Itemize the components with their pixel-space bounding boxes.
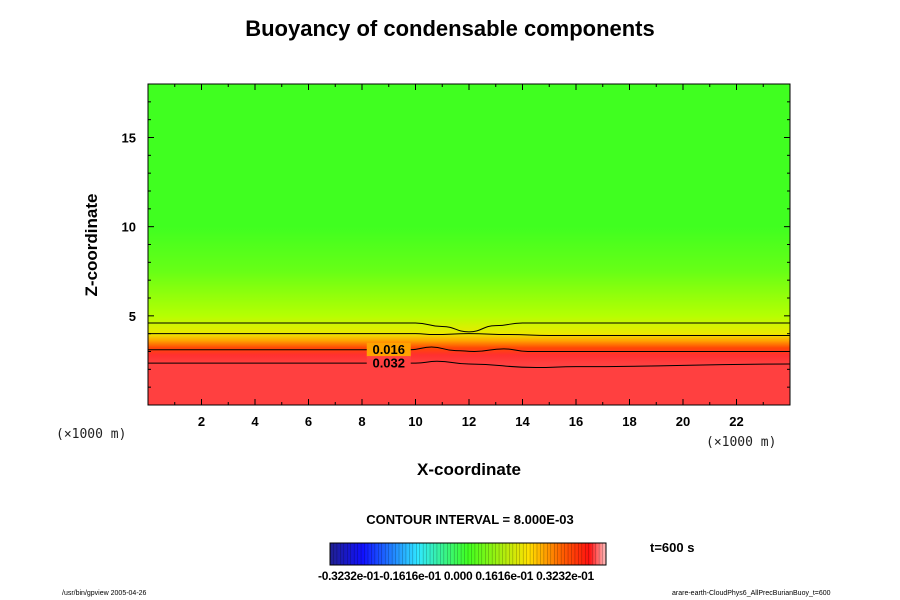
y-tick-label: 5 <box>129 309 136 324</box>
x-axis-unit: (×1000 m) <box>706 435 777 450</box>
footer-file-label: arare-earth-CloudPhys6_AllPrecBurianBuoy… <box>672 590 831 597</box>
contour-interval-label: CONTOUR INTERVAL = 8.000E-03 <box>366 512 574 527</box>
y-tick-label: 10 <box>122 220 136 235</box>
contour-line <box>148 360 791 369</box>
y-axis-unit: (×1000 m) <box>56 427 127 442</box>
x-tick-label: 18 <box>622 414 636 429</box>
x-axis-label: X-coordinate <box>417 460 521 479</box>
contour-line <box>148 346 790 353</box>
x-tick-label: 12 <box>462 414 476 429</box>
footer-program-label: /usr/bin/gpview 2005-04-26 <box>62 590 147 597</box>
x-tick-label: 6 <box>305 414 312 429</box>
contour-label: 0.016 <box>372 342 405 357</box>
heatmap-field <box>148 84 790 405</box>
contour-label: 0.032 <box>372 356 405 371</box>
x-tick-label: 4 <box>251 414 259 429</box>
contour-label-bg <box>366 356 411 371</box>
chart-title: Buoyancy of condensable components <box>245 16 655 41</box>
colorbar-tick-labels: -0.3232e-01-0.1616e-01 0.000 0.1616e-01 … <box>318 569 594 583</box>
axes: 2 4 6 8 10 12 14 16 18 20 22 5 10 15 <box>122 83 791 429</box>
x-tick-label: 20 <box>676 414 690 429</box>
x-tick-label: 8 <box>358 414 365 429</box>
x-tick-label: 22 <box>729 414 743 429</box>
y-tick-label: 15 <box>122 131 136 146</box>
y-axis-label: Z-coordinate <box>82 193 101 297</box>
contour-label-bg <box>366 342 411 357</box>
x-tick-label: 2 <box>198 414 205 429</box>
contour-line <box>148 333 790 336</box>
x-tick-label: 14 <box>515 414 530 429</box>
contour-line <box>148 322 790 333</box>
colorbar-frame <box>329 542 607 566</box>
plot-area <box>148 84 790 405</box>
x-tick-label: 16 <box>569 414 583 429</box>
colorbar <box>329 542 607 566</box>
x-tick-label: 10 <box>408 414 422 429</box>
time-label: t=600 s <box>650 540 695 555</box>
